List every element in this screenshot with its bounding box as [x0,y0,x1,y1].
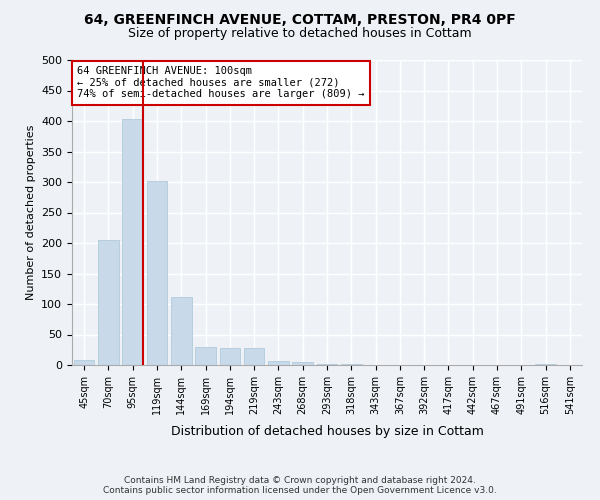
Bar [195,346,216,365]
Bar [317,364,337,365]
Bar [220,348,240,365]
Bar [74,360,94,365]
Text: Contains HM Land Registry data © Crown copyright and database right 2024.
Contai: Contains HM Land Registry data © Crown c… [103,476,497,495]
Bar [292,362,313,365]
Bar [268,360,289,365]
Bar [341,364,362,365]
Bar [146,181,167,365]
Bar [244,348,265,365]
Text: Size of property relative to detached houses in Cottam: Size of property relative to detached ho… [128,28,472,40]
Text: 64 GREENFINCH AVENUE: 100sqm
← 25% of detached houses are smaller (272)
74% of s: 64 GREENFINCH AVENUE: 100sqm ← 25% of de… [77,66,365,100]
Bar [535,364,556,365]
Bar [122,119,143,365]
Bar [98,240,119,365]
Bar [171,296,191,365]
X-axis label: Distribution of detached houses by size in Cottam: Distribution of detached houses by size … [170,425,484,438]
Y-axis label: Number of detached properties: Number of detached properties [26,125,35,300]
Text: 64, GREENFINCH AVENUE, COTTAM, PRESTON, PR4 0PF: 64, GREENFINCH AVENUE, COTTAM, PRESTON, … [84,12,516,26]
